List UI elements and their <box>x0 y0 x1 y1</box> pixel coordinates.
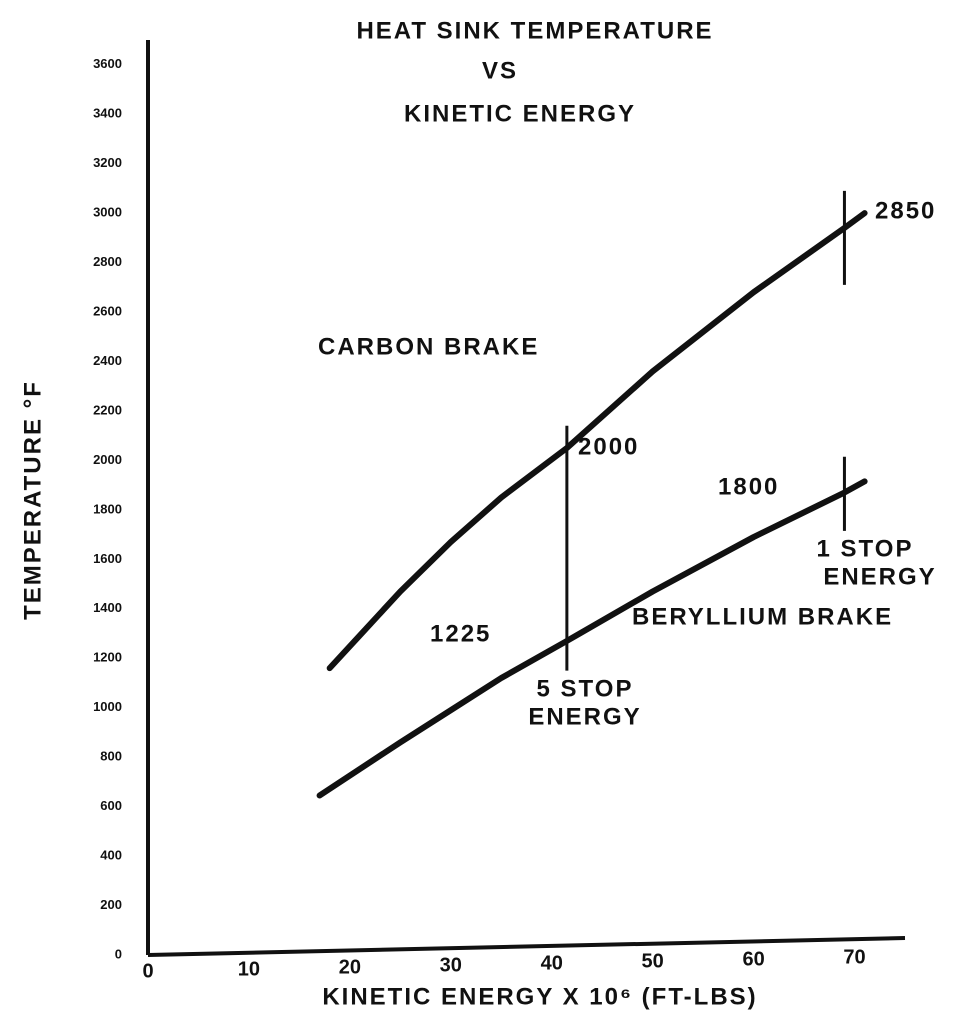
annotation: 1 STOP <box>817 535 914 562</box>
series-line <box>316 478 868 799</box>
x-tick-label: 60 <box>742 948 764 970</box>
x-tick-label: 0 <box>142 960 153 982</box>
annotation: 2000 <box>578 433 639 460</box>
annotation: 5 STOP <box>537 675 634 702</box>
x-tick-label: 20 <box>339 956 361 978</box>
x-tick-label: 40 <box>541 952 563 974</box>
y-tick-label: 2400 <box>93 353 122 368</box>
chart-title: KINETIC ENERGY <box>404 100 636 127</box>
annotation: ENERGY <box>823 563 936 590</box>
series-label: CARBON BRAKE <box>318 333 539 360</box>
chart-title: VS <box>482 57 518 84</box>
y-tick-label: 2800 <box>93 254 122 269</box>
y-tick-label: 3600 <box>93 56 122 71</box>
x-tick-label: 10 <box>238 958 260 980</box>
y-tick-label: 400 <box>100 848 122 863</box>
annotation: 1225 <box>430 620 491 647</box>
y-tick-label: 1000 <box>93 699 122 714</box>
y-tick-label: 1200 <box>93 650 122 665</box>
y-tick-label: 600 <box>100 798 122 813</box>
x-tick-label: 30 <box>440 954 462 976</box>
series-label: BERYLLIUM BRAKE <box>632 603 893 630</box>
y-tick-label: 2600 <box>93 303 122 318</box>
y-tick-label: 3000 <box>93 205 122 220</box>
y-tick-label: 2200 <box>93 402 122 417</box>
x-axis <box>147 936 906 957</box>
y-tick-label: 1600 <box>93 551 122 566</box>
y-tick-label: 3400 <box>93 106 122 121</box>
y-tick-label: 800 <box>100 749 122 764</box>
y-tick-label: 0 <box>115 946 122 961</box>
x-axis-label: KINETIC ENERGY X 10⁶ (FT-LBS) <box>322 983 757 1010</box>
y-tick-label: 200 <box>100 897 122 912</box>
y-tick-label: 2000 <box>93 452 122 467</box>
annotation: ENERGY <box>528 703 641 730</box>
annotation: 1800 <box>718 473 779 500</box>
y-tick-label: 3200 <box>93 155 122 170</box>
y-tick-label: 1800 <box>93 501 122 516</box>
x-tick-label: 70 <box>843 946 865 968</box>
y-tick-label: 1400 <box>93 600 122 615</box>
annotation: 2850 <box>875 197 936 224</box>
y-axis-label: TEMPERATURE °F <box>19 380 46 620</box>
chart-title: HEAT SINK TEMPERATURE <box>356 17 713 44</box>
x-tick-label: 50 <box>642 950 664 972</box>
